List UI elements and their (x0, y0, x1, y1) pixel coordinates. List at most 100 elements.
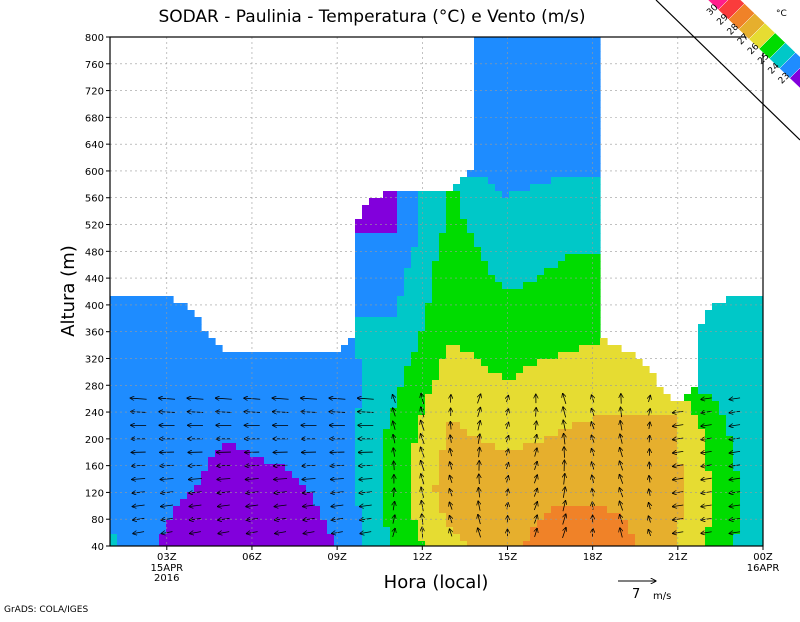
field-cell (523, 184, 531, 192)
field-cell (509, 331, 517, 339)
field-cell (593, 79, 601, 87)
field-cell (194, 387, 202, 395)
field-cell (670, 534, 678, 542)
field-cell (124, 296, 132, 304)
field-cell (523, 527, 531, 535)
field-cell (306, 520, 314, 528)
field-cell (761, 317, 769, 325)
field-cell (383, 317, 391, 325)
field-cell (222, 436, 230, 444)
field-cell (502, 247, 510, 255)
field-cell (418, 212, 426, 220)
field-cell (481, 457, 489, 465)
field-cell (334, 415, 342, 423)
field-cell (628, 478, 636, 486)
field-cell (292, 541, 300, 549)
field-cell (719, 359, 727, 367)
field-cell (369, 457, 377, 465)
field-cell (250, 471, 258, 479)
field-cell (747, 387, 755, 395)
field-cell (544, 345, 552, 353)
field-cell (292, 443, 300, 451)
field-cell (369, 485, 377, 493)
field-cell (502, 268, 510, 276)
field-cell (222, 415, 230, 423)
field-cell (481, 107, 489, 115)
field-cell (180, 527, 188, 535)
field-cell (558, 534, 566, 542)
field-cell (558, 142, 566, 150)
field-cell (467, 373, 475, 381)
field-cell (425, 233, 433, 241)
field-cell (572, 345, 580, 353)
field-cell (600, 534, 608, 542)
field-cell (719, 331, 727, 339)
field-cell (383, 310, 391, 318)
field-cell (348, 450, 356, 458)
field-cell (383, 443, 391, 451)
field-cell (376, 219, 384, 227)
field-cell (397, 261, 405, 269)
field-cell (754, 527, 762, 535)
field-cell (474, 114, 482, 122)
field-cell (474, 233, 482, 241)
field-cell (432, 310, 440, 318)
field-cell (579, 429, 587, 437)
field-cell (432, 478, 440, 486)
field-cell (320, 450, 328, 458)
field-cell (523, 464, 531, 472)
field-cell (656, 429, 664, 437)
field-cell (166, 457, 174, 465)
field-cell (355, 471, 363, 479)
field-cell (341, 492, 349, 500)
field-cell (306, 415, 314, 423)
field-cell (376, 478, 384, 486)
field-cell (460, 422, 468, 430)
field-cell (656, 492, 664, 500)
field-cell (222, 527, 230, 535)
field-cell (481, 338, 489, 346)
field-cell (509, 72, 517, 80)
field-cell (208, 394, 216, 402)
field-cell (544, 541, 552, 549)
field-cell (544, 317, 552, 325)
field-cell (572, 485, 580, 493)
field-cell (411, 247, 419, 255)
field-cell (250, 359, 258, 367)
field-cell (544, 142, 552, 150)
field-cell (250, 380, 258, 388)
field-cell (551, 72, 559, 80)
field-cell (558, 415, 566, 423)
field-cell (124, 471, 132, 479)
field-cell (698, 387, 706, 395)
field-cell (558, 72, 566, 80)
field-cell (453, 310, 461, 318)
field-cell (565, 443, 573, 451)
field-cell (558, 261, 566, 269)
field-cell (453, 380, 461, 388)
field-cell (285, 457, 293, 465)
field-cell (355, 240, 363, 248)
field-cell (740, 492, 748, 500)
field-cell (187, 429, 195, 437)
field-cell (292, 520, 300, 528)
x-tick-label: 09Z (327, 552, 347, 563)
field-cell (579, 443, 587, 451)
field-cell (544, 58, 552, 66)
y-tick-label: 560 (85, 194, 104, 205)
field-cell (138, 303, 146, 311)
field-cell (544, 471, 552, 479)
field-cell (362, 275, 370, 283)
field-cell (740, 303, 748, 311)
field-cell (327, 366, 335, 374)
field-cell (439, 394, 447, 402)
field-cell (740, 310, 748, 318)
field-cell (425, 471, 433, 479)
field-cell (740, 401, 748, 409)
field-cell (579, 541, 587, 549)
field-cell (376, 373, 384, 381)
field-cell (481, 191, 489, 199)
field-cell (467, 247, 475, 255)
field-cell (621, 485, 629, 493)
field-cell (117, 443, 125, 451)
